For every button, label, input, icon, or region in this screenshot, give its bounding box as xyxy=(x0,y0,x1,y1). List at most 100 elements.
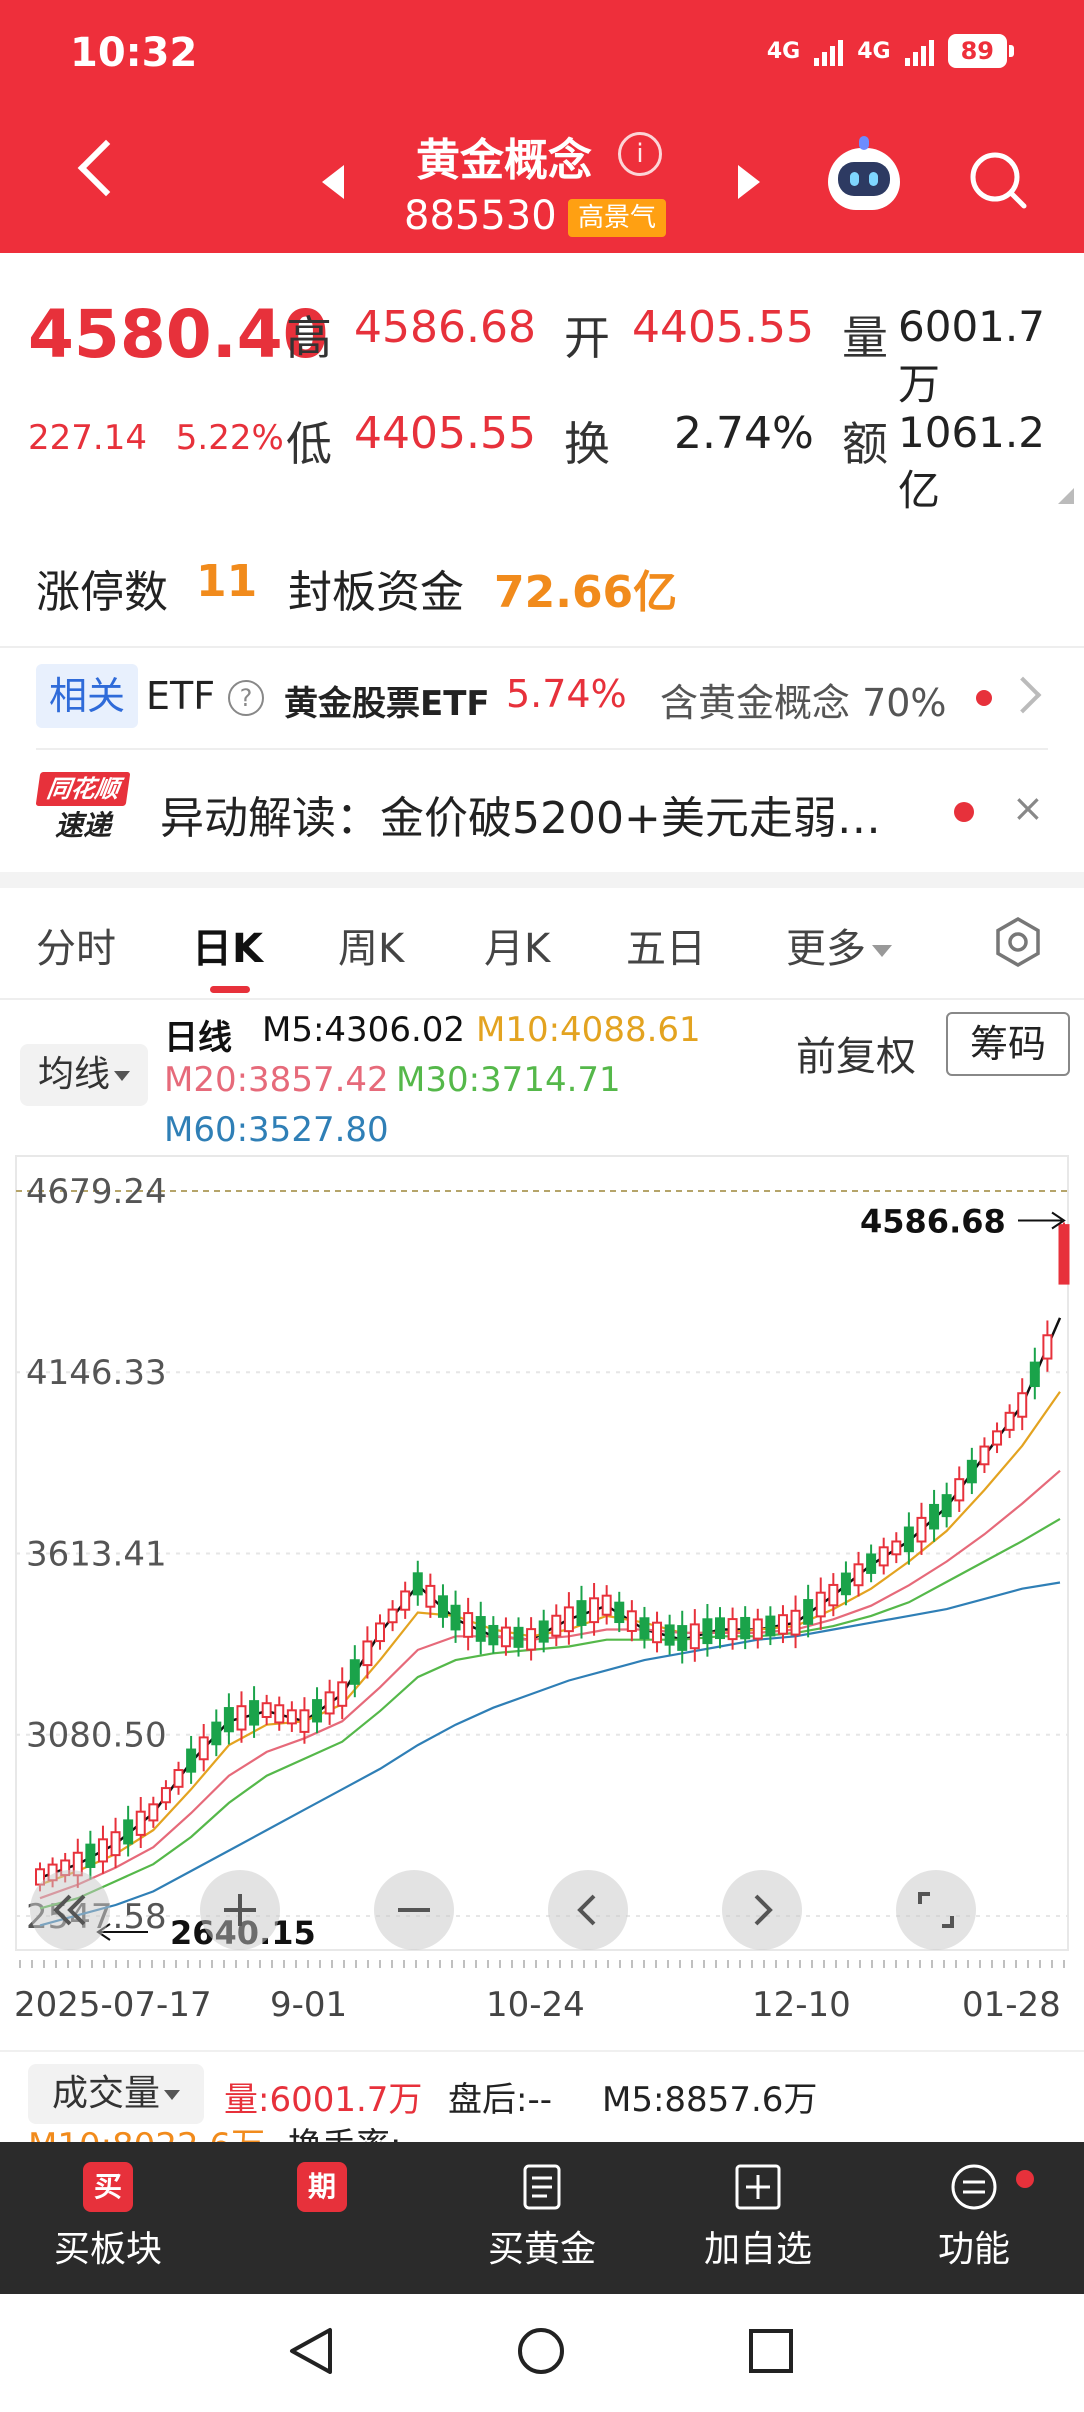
signal-4g-label-2: 4G xyxy=(857,38,891,64)
assistant-robot-icon[interactable] xyxy=(828,136,900,210)
ma-line-m60 xyxy=(39,1581,1061,1927)
header-bar: 10:32 4G 4G 89 黄金概念 i 885530 高景气 xyxy=(0,0,1084,253)
zoom-out-button[interactable] xyxy=(374,1870,454,1950)
seal-fund-label: 封板资金 xyxy=(288,567,464,618)
candle-body xyxy=(777,1614,788,1635)
chevron-left-icon xyxy=(577,1894,596,1926)
candle-body xyxy=(135,1810,146,1836)
candle-body xyxy=(866,1553,877,1574)
nav-back-icon[interactable] xyxy=(284,2324,338,2378)
y-tick-label: 4146.33 xyxy=(26,1353,167,1393)
candle-body xyxy=(929,1503,940,1530)
expand-corner-icon[interactable] xyxy=(1058,488,1074,504)
candle-body xyxy=(261,1702,272,1718)
ma5-value: M5:4306.02 xyxy=(262,1010,466,1050)
chips-button[interactable]: 筹码 xyxy=(946,1012,1070,1076)
divider xyxy=(36,748,1048,750)
search-icon[interactable] xyxy=(968,150,1028,210)
candle-body xyxy=(992,1430,1003,1446)
settings-hexagon-icon[interactable] xyxy=(992,916,1044,968)
buy-gold-button[interactable]: 买黄金 xyxy=(452,2142,632,2294)
tab-monthly-k[interactable]: 月K xyxy=(484,926,551,972)
info-icon[interactable]: i xyxy=(618,132,662,176)
ma20-value: M20:3857.42 xyxy=(164,1060,389,1100)
volume-value: 6001.7万 xyxy=(898,302,1045,409)
chevron-down-icon xyxy=(114,1071,130,1081)
menu-circle-icon xyxy=(951,2164,997,2210)
help-icon[interactable]: ? xyxy=(228,680,264,716)
buy-sector-button[interactable]: 买 买板块 xyxy=(18,2142,198,2294)
fullscreen-button[interactable] xyxy=(896,1870,976,1950)
ma-line-m10 xyxy=(39,1391,1061,1886)
next-stock-arrow-icon[interactable] xyxy=(738,165,760,199)
zoom-in-button[interactable] xyxy=(200,1870,280,1950)
related-etf-name[interactable]: 黄金股票ETF xyxy=(284,684,490,724)
candle-body xyxy=(349,1659,360,1685)
tab-daily-k[interactable]: 日K xyxy=(192,926,263,972)
candle-body xyxy=(488,1624,499,1646)
chevron-right-icon[interactable] xyxy=(1004,676,1042,714)
high-value: 4586.68 xyxy=(354,302,536,353)
candlestick-chart[interactable]: 4679.244146.333613.413080.502547.584586.… xyxy=(0,1146,1084,1996)
candle-body xyxy=(85,1843,96,1868)
tab-intraday[interactable]: 分时 xyxy=(36,926,116,972)
etf-label: ETF xyxy=(146,674,216,718)
candle-body xyxy=(803,1599,814,1625)
candle-body xyxy=(110,1831,121,1857)
candle-body xyxy=(752,1618,763,1640)
candle-body xyxy=(614,1601,625,1624)
close-icon[interactable]: × xyxy=(1012,786,1044,830)
candle-body xyxy=(526,1628,537,1651)
news-headline[interactable]: 异动解读：金价破5200+美元走弱… xyxy=(160,793,881,844)
back-arrow-icon[interactable] xyxy=(77,139,135,197)
candle-body xyxy=(652,1621,663,1644)
last-price: 4580.40 xyxy=(28,296,329,373)
price-adjust-label[interactable]: 前复权 xyxy=(796,1034,916,1080)
candle-body xyxy=(1058,1224,1070,1285)
candle-body xyxy=(815,1591,826,1618)
signal-icon-2 xyxy=(904,36,934,66)
chart-frame xyxy=(15,1155,1069,1951)
divider xyxy=(0,2050,1084,2052)
tab-more[interactable]: 更多 xyxy=(786,916,892,974)
x-tick-label: 12-10 xyxy=(752,1985,851,2025)
volume-indicator-button[interactable]: 成交量 xyxy=(28,2064,204,2124)
tab-weekly-k[interactable]: 周K xyxy=(338,926,405,972)
candle-body xyxy=(702,1618,713,1645)
candle-body xyxy=(715,1617,725,1640)
futures-button[interactable]: 期 xyxy=(232,2142,412,2294)
candle-body xyxy=(853,1563,864,1587)
battery-icon: 89 xyxy=(947,34,1007,68)
candle-body xyxy=(941,1494,952,1518)
plus-icon xyxy=(224,1894,256,1926)
chevron-right-icon xyxy=(754,1894,773,1926)
nav-recents-icon[interactable] xyxy=(744,2324,798,2378)
add-watchlist-button[interactable]: 加自选 xyxy=(668,2142,848,2294)
functions-button[interactable]: 功能 xyxy=(884,2142,1064,2294)
status-icons: 4G 4G 89 xyxy=(767,34,1014,68)
after-hours-volume: 盘后:-- xyxy=(448,2080,552,2120)
ma10-value: M10:4088.61 xyxy=(476,1010,701,1050)
candle-body xyxy=(589,1597,600,1624)
battery-tip xyxy=(1009,45,1014,57)
related-etf-percent: 5.74% xyxy=(506,672,627,716)
candle-body xyxy=(903,1526,914,1553)
candle-body xyxy=(148,1803,159,1822)
candle-body xyxy=(765,1615,776,1637)
low-value: 4405.55 xyxy=(354,408,536,459)
scroll-right-button[interactable] xyxy=(722,1870,802,1950)
unread-dot-icon xyxy=(954,802,974,822)
tab-five-day[interactable]: 五日 xyxy=(626,926,706,972)
candle-body xyxy=(97,1838,108,1863)
nav-home-icon[interactable] xyxy=(514,2324,568,2378)
ma-line-m5 xyxy=(39,1317,1062,1879)
candle-body xyxy=(878,1546,889,1567)
rewind-button[interactable] xyxy=(30,1870,110,1950)
candle-body xyxy=(475,1616,486,1642)
candle-body xyxy=(563,1606,574,1633)
volume-label: 量 xyxy=(842,311,888,365)
ma30-value: M30:3714.71 xyxy=(396,1060,621,1100)
prev-stock-arrow-icon[interactable] xyxy=(322,165,344,199)
ma-selector-button[interactable]: 均线 xyxy=(20,1044,148,1106)
scroll-left-button[interactable] xyxy=(548,1870,628,1950)
